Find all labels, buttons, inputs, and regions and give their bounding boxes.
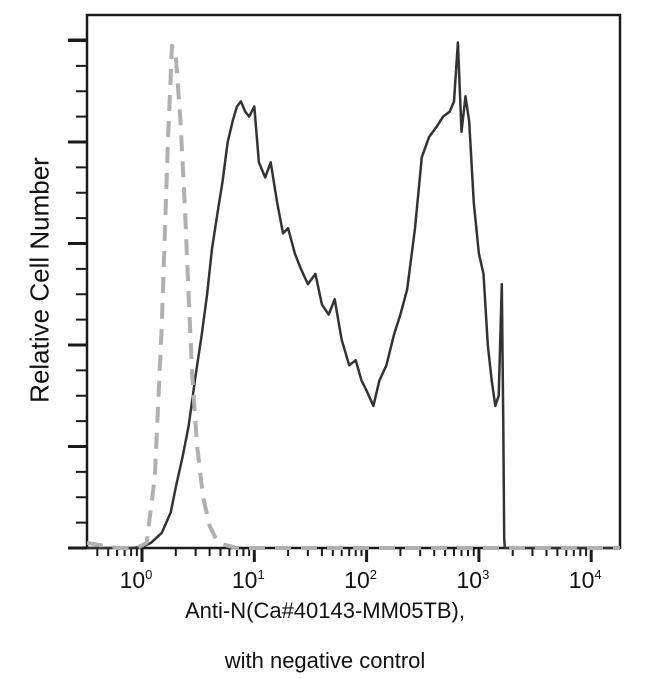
x-axis-label-subtitle: with negative control (224, 648, 426, 673)
x-axis-ticks (96, 548, 593, 562)
x-tick-label: 101 (232, 567, 265, 593)
y-axis-label: Relative Cell Number (24, 157, 55, 403)
x-tick-label: 100 (120, 567, 153, 593)
x-tick-label: 103 (456, 567, 489, 593)
x-tick-label: 102 (344, 567, 377, 593)
plot-frame (68, 13, 622, 550)
x-axis-label: Anti-N(Ca#40143-MM05TB), (185, 598, 465, 623)
x-tick-label: 104 (569, 567, 602, 593)
negative-control-curve (86, 43, 620, 550)
series-layer (86, 41, 620, 550)
sample-curve (87, 41, 620, 550)
x-axis-tick-labels: 100 101 102 103 104 (120, 567, 602, 593)
plot-border (85, 13, 622, 550)
y-axis-ticks (68, 38, 87, 550)
